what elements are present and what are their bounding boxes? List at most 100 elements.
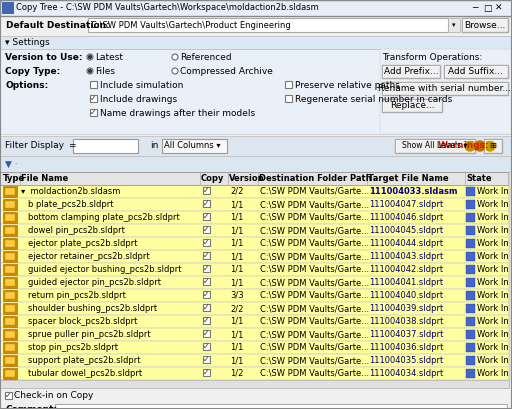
Text: C:\SW PDM Vaults/Garte...: C:\SW PDM Vaults/Garte... (260, 187, 369, 196)
Text: C:\SW PDM Vaults/Garte...: C:\SW PDM Vaults/Garte... (260, 330, 369, 339)
Text: 111004036.sldprt: 111004036.sldprt (369, 343, 443, 352)
Bar (0, 276, 509, 289)
Text: stop pin_pcs2b.sldprt: stop pin_pcs2b.sldprt (28, 343, 118, 352)
Bar (5, 305, 15, 312)
Bar (0, 156, 512, 172)
Text: 1/1: 1/1 (230, 226, 243, 235)
Text: ✓: ✓ (203, 290, 210, 299)
Bar (88, 18, 448, 32)
Text: Copy Tree - C:\SW PDM Vaults\Gartech\Workspace\moldaction2b.sldasm: Copy Tree - C:\SW PDM Vaults\Gartech\Wor… (16, 4, 319, 13)
Text: 1/1: 1/1 (230, 356, 243, 365)
Bar (3, 316, 17, 327)
Bar (0, 49, 512, 134)
Bar (0, 211, 509, 224)
Text: 1/1: 1/1 (230, 330, 243, 339)
Text: ▾ Settings: ▾ Settings (5, 38, 50, 47)
Text: Work In Progress: Work In Progress (477, 265, 512, 274)
Bar (90, 81, 97, 88)
Bar (203, 317, 210, 324)
Bar (285, 81, 292, 88)
Bar (3, 329, 17, 340)
Bar (466, 187, 475, 196)
Text: 1/1: 1/1 (230, 213, 243, 222)
Bar (5, 227, 15, 234)
Text: Add Suffix...: Add Suffix... (449, 67, 503, 76)
Bar (466, 356, 475, 365)
Text: in: in (150, 142, 158, 151)
Text: ▾  moldaction2b.sldasm: ▾ moldaction2b.sldasm (21, 187, 120, 196)
Text: Target File Name: Target File Name (368, 174, 449, 183)
Bar (380, 49, 512, 134)
Text: C:\SW PDM Vaults/Garte...: C:\SW PDM Vaults/Garte... (260, 265, 369, 274)
Text: 1/2: 1/2 (230, 369, 243, 378)
Text: 111004038.sldprt: 111004038.sldprt (369, 317, 443, 326)
Text: Work In Progress: Work In Progress (477, 369, 512, 378)
Bar (203, 330, 210, 337)
Bar (0, 250, 509, 263)
Text: 1/1: 1/1 (230, 239, 243, 248)
Text: Work In Progress: Work In Progress (477, 278, 512, 287)
Text: 111004034.sldprt: 111004034.sldprt (369, 369, 443, 378)
Bar (0, 380, 509, 388)
Text: b plate_pcs2b.sldprt: b plate_pcs2b.sldprt (28, 200, 114, 209)
Bar (395, 139, 475, 153)
Text: ✓: ✓ (203, 342, 210, 351)
Text: Include simulation: Include simulation (100, 81, 183, 90)
Bar (509, 172, 512, 380)
Text: 1/1: 1/1 (230, 252, 243, 261)
Text: return pin_pcs2b.sldprt: return pin_pcs2b.sldprt (28, 291, 126, 300)
Bar (466, 369, 475, 378)
Text: Work In Progress: Work In Progress (477, 252, 512, 261)
Text: ✓: ✓ (203, 368, 210, 377)
Bar (3, 251, 17, 262)
Text: ✓: ✓ (203, 277, 210, 286)
Text: ─: ─ (472, 4, 478, 13)
Circle shape (172, 68, 178, 74)
Text: 1/1: 1/1 (230, 278, 243, 287)
Text: Transform Operations:: Transform Operations: (382, 52, 482, 61)
Circle shape (172, 54, 178, 60)
Text: 111004042.sldprt: 111004042.sldprt (369, 265, 443, 274)
Text: C:\SW PDM Vaults/Garte...: C:\SW PDM Vaults/Garte... (260, 200, 369, 209)
Text: spacer block_pcs2b.sldprt: spacer block_pcs2b.sldprt (28, 317, 137, 326)
Text: Work In Progress: Work In Progress (477, 187, 512, 196)
Bar (3, 238, 17, 249)
Text: 1/1: 1/1 (230, 200, 243, 209)
Text: ✓: ✓ (203, 316, 210, 325)
Text: 111004035.sldprt: 111004035.sldprt (369, 356, 443, 365)
Text: C:\SW PDM Vaults/Garte...: C:\SW PDM Vaults/Garte... (260, 369, 369, 378)
Bar (466, 226, 475, 235)
Bar (0, 402, 512, 409)
Bar (5, 331, 15, 338)
Text: ⊞: ⊞ (489, 142, 497, 151)
Text: Work In Progress: Work In Progress (477, 343, 512, 352)
Bar (0, 16, 512, 36)
Bar (3, 264, 17, 275)
Bar (285, 95, 292, 102)
Bar (0, 198, 509, 211)
Text: guided ejector bushing_pcs2b.sldprt: guided ejector bushing_pcs2b.sldprt (28, 265, 181, 274)
Bar (444, 65, 508, 78)
Bar (3, 199, 17, 210)
Text: Comment:: Comment: (5, 405, 57, 409)
Text: ✓: ✓ (5, 391, 12, 400)
Text: 111004045.sldprt: 111004045.sldprt (369, 226, 443, 235)
Text: sprue puller pin_pcs2b.sldprt: sprue puller pin_pcs2b.sldprt (28, 330, 151, 339)
Bar (203, 252, 210, 259)
Bar (0, 36, 512, 49)
Bar (203, 226, 210, 233)
Text: ✓: ✓ (203, 329, 210, 338)
Text: 2/2: 2/2 (230, 304, 243, 313)
Bar (5, 201, 15, 208)
Text: Work In Progress: Work In Progress (477, 213, 512, 222)
Bar (0, 172, 512, 185)
Bar (466, 239, 475, 248)
Bar (0, 0, 512, 16)
Text: Copy: Copy (201, 174, 224, 183)
Bar (5, 344, 15, 351)
Circle shape (89, 56, 92, 58)
Text: guided ejector pin_pcs2b.sldprt: guided ejector pin_pcs2b.sldprt (28, 278, 161, 287)
Circle shape (475, 141, 485, 151)
Text: C:\SW PDM Vaults/Garte...: C:\SW PDM Vaults/Garte... (260, 213, 369, 222)
Text: 111004040.sldprt: 111004040.sldprt (369, 291, 443, 300)
